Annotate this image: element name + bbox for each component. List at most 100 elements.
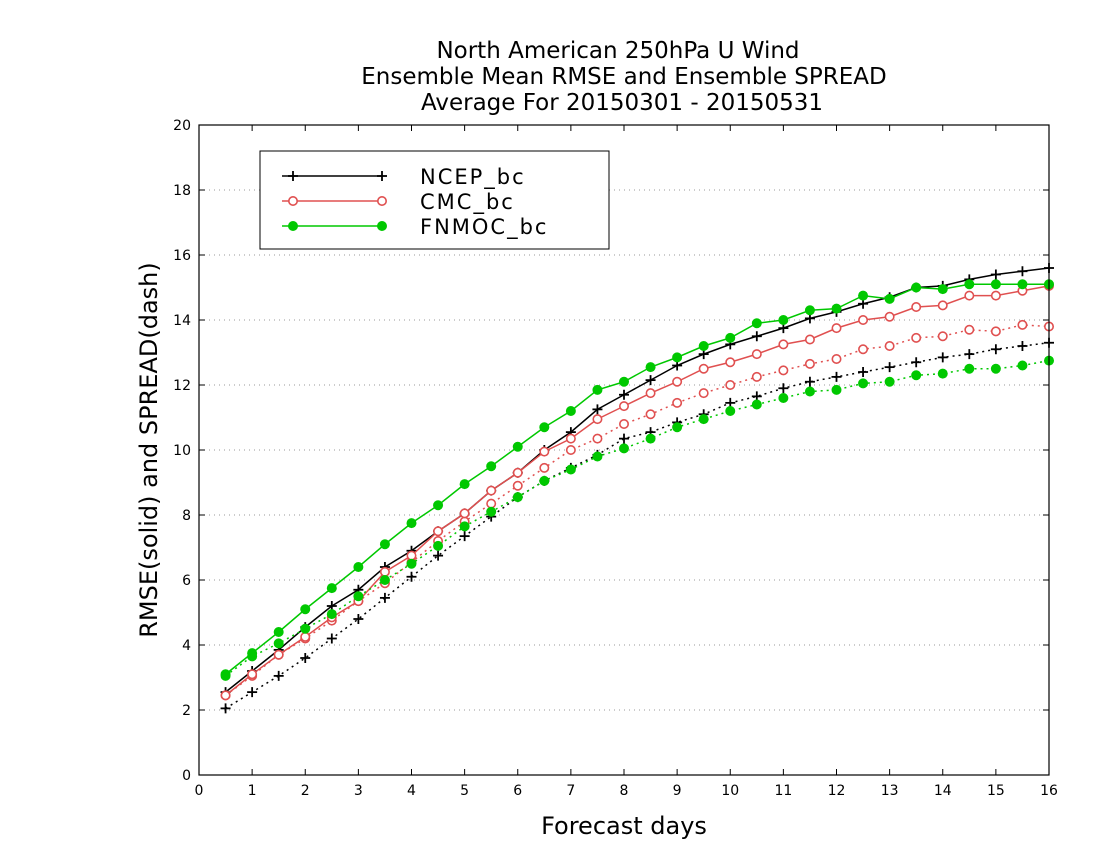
cmc_bc-spread-point [831, 353, 842, 364]
cmc_bc-rmse-point [247, 669, 258, 680]
cmc_bc-spread-point [964, 324, 975, 335]
ncep_bc-spread-point [406, 571, 417, 582]
fnmoc_bc-rmse-point [964, 279, 975, 290]
legend-item-ncep_bc: NCEP_bc [282, 165, 524, 190]
y-axis-label: RMSE(solid) and SPREAD(dash) [135, 262, 163, 638]
cmc_bc-spread-point [804, 358, 815, 369]
x-tick-label: 14 [934, 783, 952, 799]
legend-marker [288, 221, 298, 231]
legend-marker [376, 196, 387, 207]
cmc_bc-spread-point [858, 344, 869, 355]
x-tick-label: 10 [721, 783, 739, 799]
ncep_bc-spread-point [433, 550, 444, 561]
cmc_bc-rmse-point [778, 339, 789, 350]
legend-marker [377, 221, 387, 231]
fnmoc_bc-rmse-point [990, 279, 1001, 290]
legend-item-fnmoc_bc: FNMOC_bc [282, 215, 546, 240]
fnmoc_bc-rmse-point [247, 648, 258, 659]
x-tick-label: 16 [1040, 783, 1058, 799]
x-axis-label: Forecast days [541, 812, 707, 840]
fnmoc_bc-rmse-point [406, 518, 417, 529]
fnmoc_bc-spread-point [300, 623, 311, 634]
ncep_bc-spread-point [884, 362, 895, 373]
fnmoc_bc-spread-point [804, 386, 815, 397]
cmc_bc-spread-point [884, 340, 895, 351]
fnmoc_bc-spread-point [831, 384, 842, 395]
x-tick-label: 11 [774, 783, 792, 799]
ncep_bc-spread-point [937, 352, 948, 363]
fnmoc_bc-rmse-point [592, 384, 603, 395]
y-tick-label: 8 [182, 508, 191, 524]
fnmoc_bc-spread-line [225, 359, 1050, 677]
ncep_bc-spread-point [273, 670, 284, 681]
title-line-2: Ensemble Mean RMSE and Ensemble SPREAD [361, 64, 886, 90]
y-tick-label: 16 [173, 248, 191, 264]
legend-marker [377, 171, 387, 181]
y-tick-label: 4 [182, 638, 191, 654]
cmc_bc-rmse-point [804, 334, 815, 345]
ncep_bc-spread-point [964, 349, 975, 360]
x-tick-label: 4 [407, 783, 416, 799]
series-NCEP_bc [220, 263, 1054, 714]
fnmoc_bc-rmse-point [379, 539, 390, 550]
ncep_bc-spread-point [379, 592, 390, 603]
chart-title: North American 250hPa U Wind Ensemble Me… [361, 38, 886, 116]
title-line-1: North American 250hPa U Wind [436, 38, 799, 64]
cmc_bc-spread-point [512, 480, 523, 491]
x-tick-label: 2 [301, 783, 310, 799]
cmc_bc-spread-point [990, 326, 1001, 337]
fnmoc_bc-rmse-point [645, 362, 656, 373]
cmc_bc-rmse-point [273, 649, 284, 660]
y-tick-label: 0 [182, 768, 191, 784]
fnmoc_bc-rmse-point [911, 282, 922, 293]
ncep_bc-spread-line [225, 342, 1050, 710]
fnmoc_bc-rmse-point [565, 406, 576, 416]
x-tick-label: 12 [828, 783, 846, 799]
cmc_bc-spread-point [1017, 319, 1028, 330]
series-FNMOC_bc [220, 279, 1054, 681]
cmc_bc-rmse-point [565, 433, 576, 444]
cmc_bc-rmse-point [406, 550, 417, 561]
legend-label: CMC_bc [420, 190, 515, 215]
cmc_bc-rmse-point [486, 485, 497, 496]
fnmoc_bc-spread-point [884, 376, 895, 387]
fnmoc_bc-spread-point [512, 492, 523, 503]
fnmoc_bc-rmse-line [225, 283, 1049, 675]
fnmoc_bc-spread-point [406, 558, 417, 569]
fnmoc_bc-rmse-point [326, 583, 337, 594]
fnmoc_bc-spread-point [459, 521, 470, 532]
tick-labels: 0 1 2 3 4 5 6 7 8 9 10 11 12 13 14 15 160246810121416182… [173, 118, 1058, 799]
fnmoc_bc-rmse-point [804, 305, 815, 316]
fnmoc_bc-rmse-point [672, 352, 683, 363]
cmc_bc-rmse-point [937, 300, 948, 311]
fnmoc_bc-rmse-point [512, 441, 523, 452]
ncep_bc-spread-point [619, 433, 629, 444]
cmc_bc-rmse-point [751, 349, 762, 360]
y-tick-label: 20 [173, 118, 191, 134]
legend-marker [288, 171, 298, 181]
cmc_bc-spread-point [725, 379, 736, 390]
fnmoc_bc-rmse-point [751, 318, 762, 329]
x-tick-label: 1 [248, 783, 257, 799]
fnmoc_bc-spread-point [645, 433, 656, 444]
fnmoc_bc-spread-point [353, 591, 364, 602]
fnmoc_bc-rmse-point [619, 376, 629, 387]
cmc_bc-spread-point [911, 332, 922, 343]
fnmoc_bc-spread-point [751, 399, 762, 410]
fnmoc_bc-spread-point [486, 506, 497, 517]
ncep_bc-spread-point [353, 614, 364, 624]
cmc_bc-rmse-point [459, 508, 470, 519]
fnmoc_bc-rmse-point [539, 422, 550, 433]
ncep_bc-spread-point [1017, 341, 1028, 351]
cmc_bc-spread-point [645, 409, 656, 420]
cmc_bc-rmse-point [964, 290, 975, 301]
fnmoc_bc-rmse-point [353, 562, 364, 572]
cmc_bc-rmse-point [433, 526, 444, 537]
cmc_bc-rmse-point [672, 376, 683, 387]
ncep_bc-rmse-point [990, 269, 1001, 280]
x-tick-label: 9 [673, 783, 682, 799]
ncep_bc-spread-point [990, 344, 1001, 355]
ncep_bc-rmse-point [1017, 266, 1028, 277]
cmc_bc-spread-point [565, 444, 576, 455]
